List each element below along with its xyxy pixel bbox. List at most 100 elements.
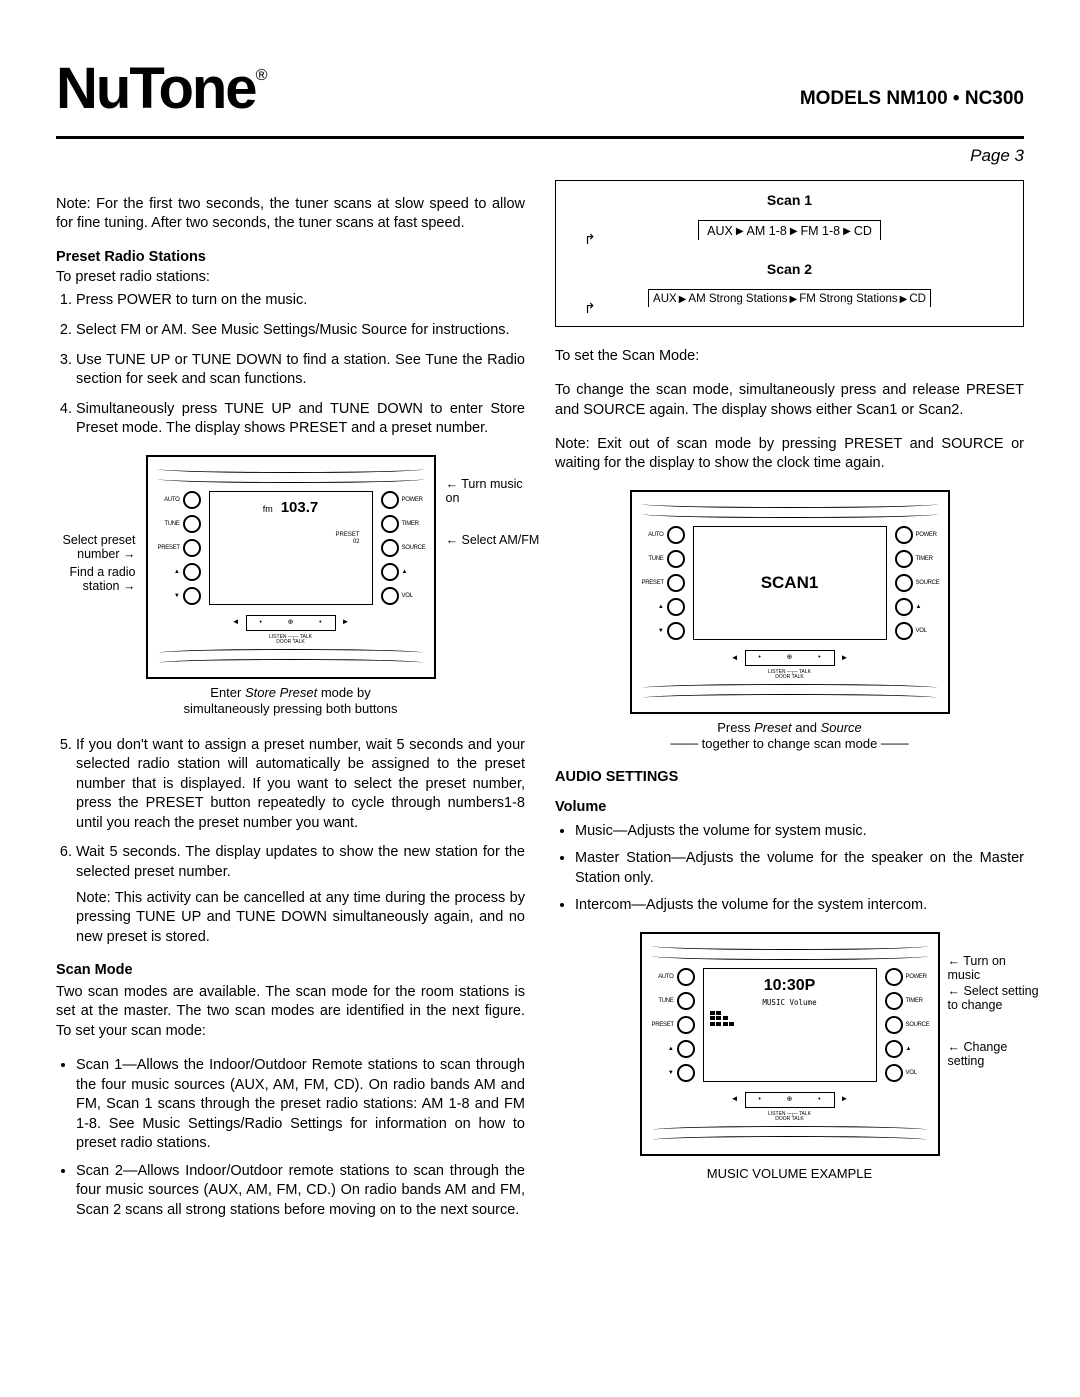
figure-2-caption: Press Preset and Source ─── together to … — [555, 720, 1024, 753]
preset-steps: Press POWER to turn on the music. Select… — [56, 291, 525, 438]
preset-button[interactable] — [677, 1016, 695, 1034]
callout-find-station: Find a radio station → — [46, 565, 136, 594]
device-panel-1: AUTO TUNE PRESET ▲ ▼ fm 103.7 — [146, 455, 436, 679]
preset-intro: To preset radio stations: — [56, 268, 525, 288]
callout-select-amfm: ← Select AM/FM — [446, 533, 546, 547]
callout-turn-on-music: ← Turn on music — [948, 954, 1038, 983]
rocker-listen-talk[interactable]: •⊕• — [745, 1092, 835, 1108]
lcd-screen-2: SCAN1 — [693, 526, 887, 640]
volume-bullets: Music—Adjusts the volume for system musi… — [555, 822, 1024, 916]
down-button[interactable] — [667, 622, 685, 640]
scan2-title: Scan 2 — [570, 260, 1009, 279]
models-label: MODELS NM100 • NC300 — [800, 86, 1024, 112]
up-button[interactable] — [667, 598, 685, 616]
tune-button[interactable] — [183, 515, 201, 533]
device-panel-2: AUTO TUNE PRESET ▲ ▼ SCAN1 POWER TIMER — [630, 490, 950, 714]
screen-preset-label: PRESET — [216, 532, 360, 539]
scan-intro: Two scan modes are available. The scan m… — [56, 983, 525, 1042]
down-button[interactable] — [183, 587, 201, 605]
timer-button[interactable] — [885, 992, 903, 1010]
vol-up-button[interactable] — [895, 598, 913, 616]
set-scan-p1: To change the scan mode, simultaneously … — [555, 381, 1024, 420]
timer-button[interactable] — [895, 550, 913, 568]
preset-heading: Preset Radio Stations — [56, 248, 525, 268]
figure-scan1: AUTO TUNE PRESET ▲ ▼ SCAN1 POWER TIMER — [555, 490, 1024, 753]
tune-button[interactable] — [677, 992, 695, 1010]
vol-up-button[interactable] — [381, 563, 399, 581]
scan-bullet-1: Scan 1—Allows the Indoor/Outdoor Remote … — [76, 1056, 525, 1154]
auto-button[interactable] — [667, 526, 685, 544]
vol-down-button[interactable] — [885, 1064, 903, 1082]
right-button-column: POWER TIMER SOURCE ▲ VOL — [381, 491, 424, 605]
screen-time: 10:30P — [710, 975, 870, 997]
figure-1-caption: Enter Store Preset mode by simultaneousl… — [181, 685, 401, 718]
tune-button[interactable] — [667, 550, 685, 568]
vol-bullet-1: Music—Adjusts the volume for system musi… — [575, 822, 1024, 842]
screen-band: fm — [263, 503, 273, 515]
screen-preset-num: 02 — [216, 539, 360, 546]
up-button[interactable] — [183, 563, 201, 581]
power-button[interactable] — [885, 968, 903, 986]
volume-bars — [710, 1011, 870, 1026]
lcd-screen-1: fm 103.7 PRESET 02 — [209, 491, 373, 605]
figure-volume: ← Turn on music ← Select setting to chan… — [555, 932, 1024, 1182]
set-scan-p2: Note: Exit out of scan mode by pressing … — [555, 435, 1024, 474]
preset-button[interactable] — [183, 539, 201, 557]
header-rule — [56, 136, 1024, 139]
right-column: Scan 1 ↱ AUX▶ AM 1-8▶ FM 1-8▶ CD Scan 2 … — [555, 180, 1024, 1228]
step-1: Press POWER to turn on the music. — [76, 291, 525, 311]
page-number: Page 3 — [56, 145, 1024, 168]
callout-select-preset: Select preset number → — [46, 533, 136, 562]
scan-bullet-2: Scan 2—Allows Indoor/Outdoor remote stat… — [76, 1162, 525, 1221]
rocker-listen-talk[interactable]: •⊕• — [745, 650, 835, 666]
vol-down-button[interactable] — [381, 587, 399, 605]
step-3: Use TUNE UP or TUNE DOWN to find a stati… — [76, 351, 525, 390]
step-6: Wait 5 seconds. The display updates to s… — [76, 843, 525, 947]
vol-bullet-2: Master Station—Adjusts the volume for th… — [575, 849, 1024, 888]
step-5: If you don't want to assign a preset num… — [76, 736, 525, 834]
auto-button[interactable] — [677, 968, 695, 986]
up-button[interactable] — [677, 1040, 695, 1058]
scan-heading: Scan Mode — [56, 961, 525, 981]
down-button[interactable] — [677, 1064, 695, 1082]
audio-heading: AUDIO SETTINGS — [555, 768, 1024, 788]
preset-steps-cont: If you don't want to assign a preset num… — [56, 736, 525, 948]
power-button[interactable] — [895, 526, 913, 544]
figure-preset: Select preset number → Find a radio stat… — [56, 455, 525, 720]
intro-note: Note: For the first two seconds, the tun… — [56, 195, 525, 234]
screen-vol-label: MUSIC Volume — [710, 998, 870, 1008]
auto-button[interactable] — [183, 491, 201, 509]
power-button[interactable] — [381, 491, 399, 509]
source-button[interactable] — [381, 539, 399, 557]
preset-button[interactable] — [667, 574, 685, 592]
step-2: Select FM or AM. See Music Settings/Musi… — [76, 321, 525, 341]
left-column: Note: For the first two seconds, the tun… — [56, 180, 525, 1228]
lcd-screen-3: 10:30P MUSIC Volume — [703, 968, 877, 1082]
source-button[interactable] — [895, 574, 913, 592]
source-button[interactable] — [885, 1016, 903, 1034]
rocker-listen-talk[interactable]: •⊕• — [246, 615, 336, 631]
callout-select-setting: ← Select setting to change — [948, 984, 1048, 1013]
screen-freq: 103.7 — [281, 498, 319, 518]
step-4: Simultaneously press TUNE UP and TUNE DO… — [76, 400, 525, 439]
brand-logo: NuTone® — [56, 50, 265, 128]
device-panel-3: AUTO TUNE PRESET ▲ ▼ 10:30P MUSIC Volume — [640, 932, 940, 1156]
figure-3-caption: MUSIC VOLUME EXAMPLE — [555, 1166, 1024, 1182]
scan-diagram-box: Scan 1 ↱ AUX▶ AM 1-8▶ FM 1-8▶ CD Scan 2 … — [555, 180, 1024, 327]
scan2-row: ↱ AUX ▶ AM Strong Stations ▶ FM Strong S… — [570, 285, 1009, 309]
scan1-title: Scan 1 — [570, 191, 1009, 210]
page-header: NuTone® MODELS NM100 • NC300 — [56, 50, 1024, 128]
vol-bullet-3: Intercom—Adjusts the volume for the syst… — [575, 896, 1024, 916]
left-button-column: AUTO TUNE PRESET ▲ ▼ — [158, 491, 201, 605]
callout-turn-music-on: ← Turn music on — [446, 477, 526, 506]
volume-heading: Volume — [555, 798, 1024, 818]
callout-change-setting: ← Change setting — [948, 1040, 1038, 1069]
scan-bullets: Scan 1—Allows the Indoor/Outdoor Remote … — [56, 1056, 525, 1221]
vol-down-button[interactable] — [895, 622, 913, 640]
set-scan-intro: To set the Scan Mode: — [555, 347, 1024, 367]
screen-scan1: SCAN1 — [700, 572, 880, 595]
timer-button[interactable] — [381, 515, 399, 533]
scan1-row: ↱ AUX▶ AM 1-8▶ FM 1-8▶ CD — [570, 216, 1009, 242]
step-6-note: Note: This activity can be cancelled at … — [76, 889, 525, 948]
vol-up-button[interactable] — [885, 1040, 903, 1058]
